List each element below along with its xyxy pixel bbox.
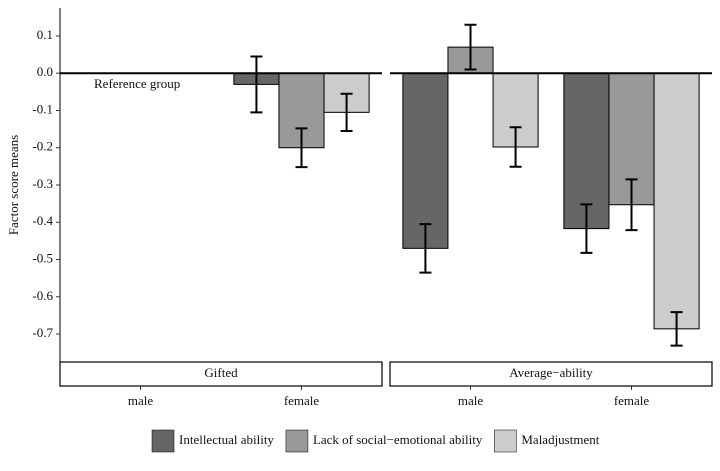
- error-bar: [670, 311, 683, 347]
- legend-label: Maladjustment: [521, 432, 599, 447]
- bar: [402, 72, 449, 249]
- legend-swatch: [151, 429, 175, 453]
- error-bar: [295, 127, 308, 169]
- error-bar: [464, 23, 477, 71]
- error-bar: [509, 126, 522, 168]
- error-bar: [250, 55, 263, 114]
- error-bar: [419, 223, 432, 274]
- x-tick-label: female: [614, 393, 650, 408]
- strip: [59, 361, 383, 387]
- y-tick-label: -0.2: [32, 139, 53, 154]
- y-axis-label: Factor score means: [6, 135, 21, 235]
- legend-swatch: [285, 429, 309, 453]
- strip-label: Average−ability: [509, 365, 593, 380]
- y-tick-label: -0.3: [32, 176, 53, 191]
- y-tick-label: -0.5: [32, 251, 53, 266]
- x-tick-label: male: [458, 393, 483, 408]
- legend-label: Lack of social−emotional ability: [313, 432, 483, 447]
- annotation: Reference group: [94, 76, 180, 91]
- x-tick-label: male: [128, 393, 153, 408]
- x-tick-label: female: [284, 393, 320, 408]
- y-tick-label: -0.4: [32, 213, 53, 228]
- y-tick-label: -0.6: [32, 288, 53, 303]
- strip: [389, 361, 713, 387]
- error-bar: [340, 92, 353, 132]
- strip-label: Gifted: [204, 365, 238, 380]
- bar: [653, 72, 700, 330]
- legend-label: Intellectual ability: [179, 432, 274, 447]
- legend-swatch: [494, 429, 517, 453]
- y-tick-label: -0.1: [32, 101, 53, 116]
- y-tick-label: -0.7: [32, 325, 53, 340]
- error-bar: [580, 203, 593, 254]
- y-tick-label: 0.1: [37, 27, 53, 42]
- y-tick-label: 0.0: [37, 64, 53, 79]
- error-bar: [625, 178, 638, 232]
